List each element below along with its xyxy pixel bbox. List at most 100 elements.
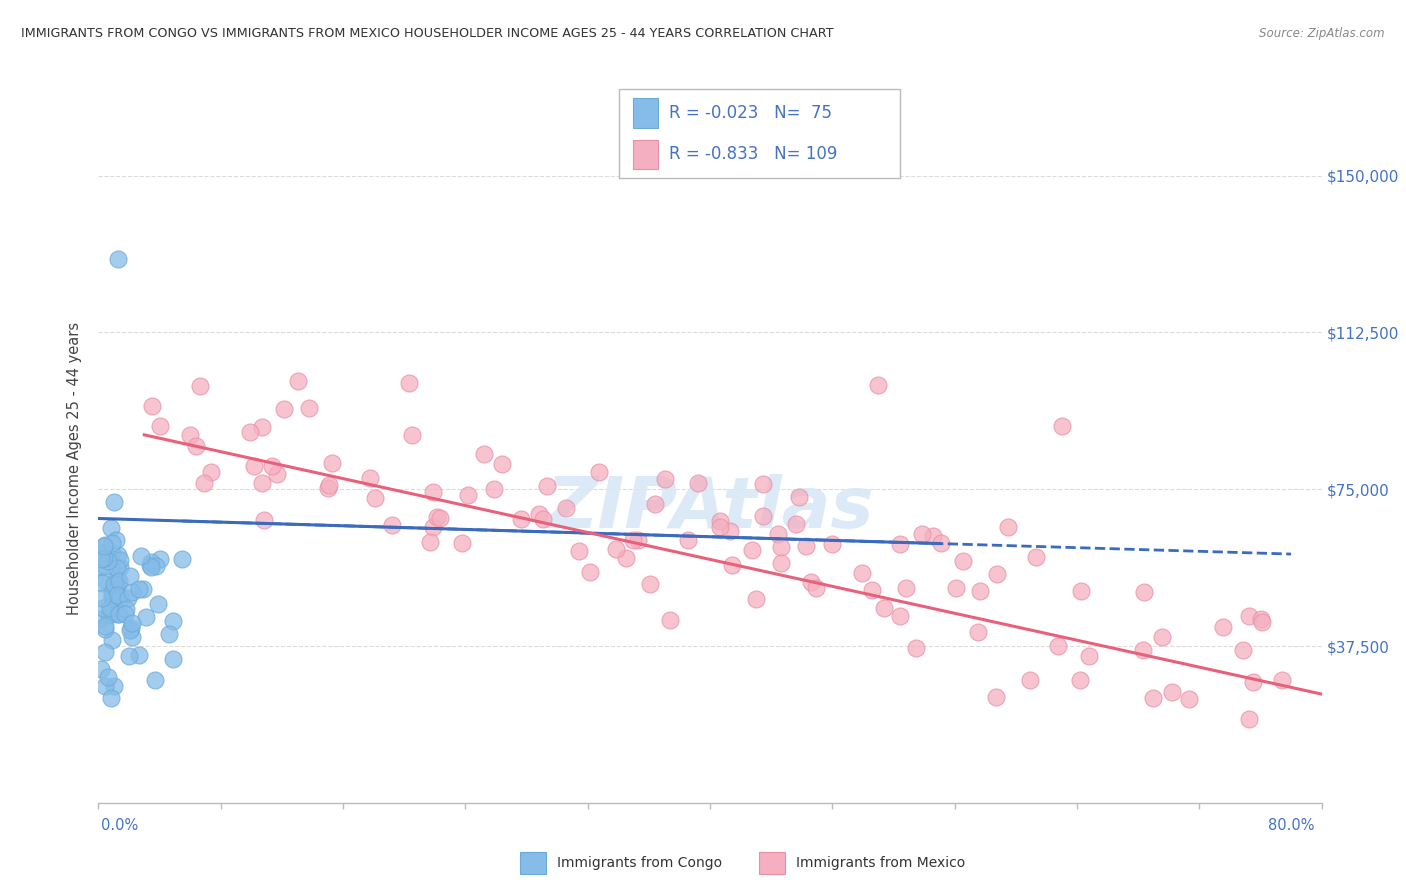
Point — [676, 533, 699, 547]
Point — [821, 537, 844, 551]
Point — [1237, 608, 1260, 623]
Point — [945, 581, 967, 595]
Point — [148, 551, 170, 566]
Point — [709, 520, 731, 534]
Point — [104, 577, 127, 591]
Point — [1250, 612, 1272, 626]
Point — [1178, 692, 1201, 706]
Point — [359, 471, 381, 485]
Point — [184, 439, 207, 453]
Text: ZIPAtlas: ZIPAtlas — [546, 474, 875, 543]
Point — [889, 609, 911, 624]
Point — [103, 577, 125, 591]
Point — [929, 536, 952, 550]
Point — [143, 673, 166, 688]
Point — [1069, 673, 1091, 687]
Point — [555, 501, 578, 516]
Point — [98, 601, 121, 615]
Point — [709, 514, 731, 528]
Point — [768, 527, 790, 541]
Point — [101, 632, 124, 647]
Point — [1132, 585, 1154, 599]
Point — [800, 574, 823, 589]
Point — [253, 513, 276, 527]
Point — [105, 607, 128, 622]
Point — [686, 476, 709, 491]
Point — [239, 425, 262, 439]
Point — [967, 624, 990, 639]
Point — [162, 652, 184, 666]
Point — [90, 591, 112, 606]
Point — [536, 479, 558, 493]
Point — [868, 377, 890, 392]
Point — [588, 465, 610, 479]
Point — [188, 379, 211, 393]
Point — [260, 458, 283, 473]
Point — [482, 483, 505, 497]
Point — [108, 560, 131, 574]
Point — [273, 401, 295, 416]
Point — [1046, 639, 1069, 653]
Point — [105, 560, 128, 574]
Point — [451, 536, 474, 550]
Point — [1212, 619, 1234, 633]
Point — [1132, 643, 1154, 657]
Point — [135, 609, 157, 624]
Point — [148, 597, 170, 611]
Point — [108, 591, 131, 606]
Point — [89, 558, 111, 573]
Point — [193, 476, 215, 491]
Point — [100, 521, 122, 535]
Point — [104, 585, 127, 599]
Point — [141, 399, 163, 413]
Point — [266, 467, 288, 481]
Y-axis label: Householder Income Ages 25 - 44 years: Householder Income Ages 25 - 44 years — [67, 322, 83, 615]
Point — [108, 552, 131, 566]
Point — [1150, 630, 1173, 644]
Point — [91, 546, 114, 560]
Point — [381, 518, 404, 533]
Point — [250, 420, 273, 434]
Point — [422, 485, 444, 500]
Point — [862, 582, 884, 597]
Point — [1160, 685, 1182, 699]
Point — [969, 583, 991, 598]
Point — [318, 478, 340, 492]
Point — [621, 533, 644, 547]
Point — [128, 648, 150, 663]
Point — [100, 691, 122, 706]
Point — [398, 376, 420, 390]
Point — [91, 576, 114, 591]
Text: R = -0.833   N= 109: R = -0.833 N= 109 — [669, 145, 838, 163]
Point — [752, 508, 775, 523]
Point — [89, 612, 111, 626]
Point — [252, 476, 274, 491]
Point — [97, 670, 120, 684]
Point — [986, 566, 1008, 581]
Point — [911, 526, 934, 541]
Point — [804, 582, 827, 596]
Point — [321, 456, 343, 470]
Point — [100, 591, 122, 605]
Point — [287, 374, 309, 388]
Point — [94, 645, 117, 659]
Point — [108, 607, 131, 622]
Point — [851, 566, 873, 580]
Point — [101, 536, 124, 550]
Point — [108, 591, 131, 605]
Text: R = -0.023   N=  75: R = -0.023 N= 75 — [669, 104, 832, 122]
Point — [527, 507, 550, 521]
Point — [896, 582, 918, 596]
Point — [579, 566, 602, 580]
Point — [921, 529, 943, 543]
Text: Immigrants from Mexico: Immigrants from Mexico — [796, 856, 965, 871]
Point — [491, 457, 513, 471]
Point — [1271, 673, 1294, 687]
Point — [794, 539, 817, 553]
Point — [426, 509, 449, 524]
Point — [472, 447, 495, 461]
Point — [129, 549, 152, 563]
Point — [157, 627, 180, 641]
Point — [1239, 712, 1261, 726]
Point — [1025, 549, 1047, 564]
